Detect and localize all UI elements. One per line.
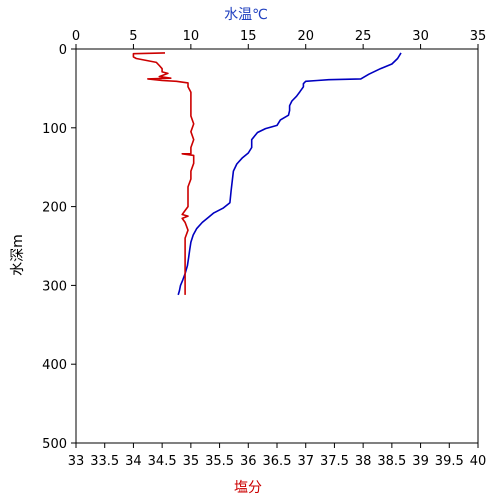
y-tick-label: 300 bbox=[42, 279, 67, 294]
y-tick-label: 400 bbox=[42, 358, 67, 373]
top-tick-label: 10 bbox=[183, 29, 200, 44]
bottom-axis-title: 塩分 bbox=[234, 480, 262, 496]
top-tick-label: 30 bbox=[412, 29, 429, 44]
bottom-tick-label: 34 bbox=[125, 454, 142, 469]
top-tick-label: 20 bbox=[297, 29, 314, 44]
bottom-tick-label: 33 bbox=[68, 454, 85, 469]
top-axis-ticks: 0 5 10 15 20 25 30 35 bbox=[72, 29, 486, 49]
bottom-tick-label: 37.5 bbox=[320, 454, 349, 469]
bottom-tick-label: 39.5 bbox=[435, 454, 464, 469]
top-tick-label: 35 bbox=[470, 29, 487, 44]
bottom-tick-label: 39 bbox=[412, 454, 429, 469]
series-layer bbox=[132, 52, 402, 296]
bottom-tick-label: 34.5 bbox=[148, 454, 177, 469]
temperature-line bbox=[177, 52, 402, 296]
y-tick-label: 100 bbox=[42, 122, 67, 137]
y-tick-label: 0 bbox=[59, 43, 67, 58]
bottom-tick-label: 38 bbox=[355, 454, 372, 469]
top-tick-label: 15 bbox=[240, 29, 257, 44]
y-axis-ticks: 0 100 200 300 400 500 bbox=[42, 43, 76, 452]
bottom-tick-label: 35 bbox=[183, 454, 200, 469]
top-tick-label: 0 bbox=[72, 29, 80, 44]
bottom-axis-ticks: 33 33.5 34 34.5 35 35.5 36 36.5 37 37.5 38 38.5 39 39… bbox=[68, 443, 487, 469]
bottom-tick-label: 35.5 bbox=[205, 454, 234, 469]
bottom-tick-label: 38.5 bbox=[377, 454, 406, 469]
top-tick-label: 5 bbox=[129, 29, 137, 44]
bottom-tick-label: 36.5 bbox=[263, 454, 292, 469]
y-tick-label: 200 bbox=[42, 201, 67, 216]
plot-frame bbox=[75, 48, 479, 444]
bottom-tick-label: 36 bbox=[240, 454, 257, 469]
salinity-line bbox=[132, 52, 195, 295]
y-tick-label: 500 bbox=[42, 437, 67, 452]
bottom-tick-label: 37 bbox=[297, 454, 314, 469]
top-tick-label: 25 bbox=[355, 29, 372, 44]
bottom-tick-label: 40 bbox=[470, 454, 487, 469]
top-axis-title: 水温℃ bbox=[224, 7, 268, 23]
y-axis-title: 水深m bbox=[10, 234, 26, 276]
bottom-tick-label: 33.5 bbox=[90, 454, 119, 469]
